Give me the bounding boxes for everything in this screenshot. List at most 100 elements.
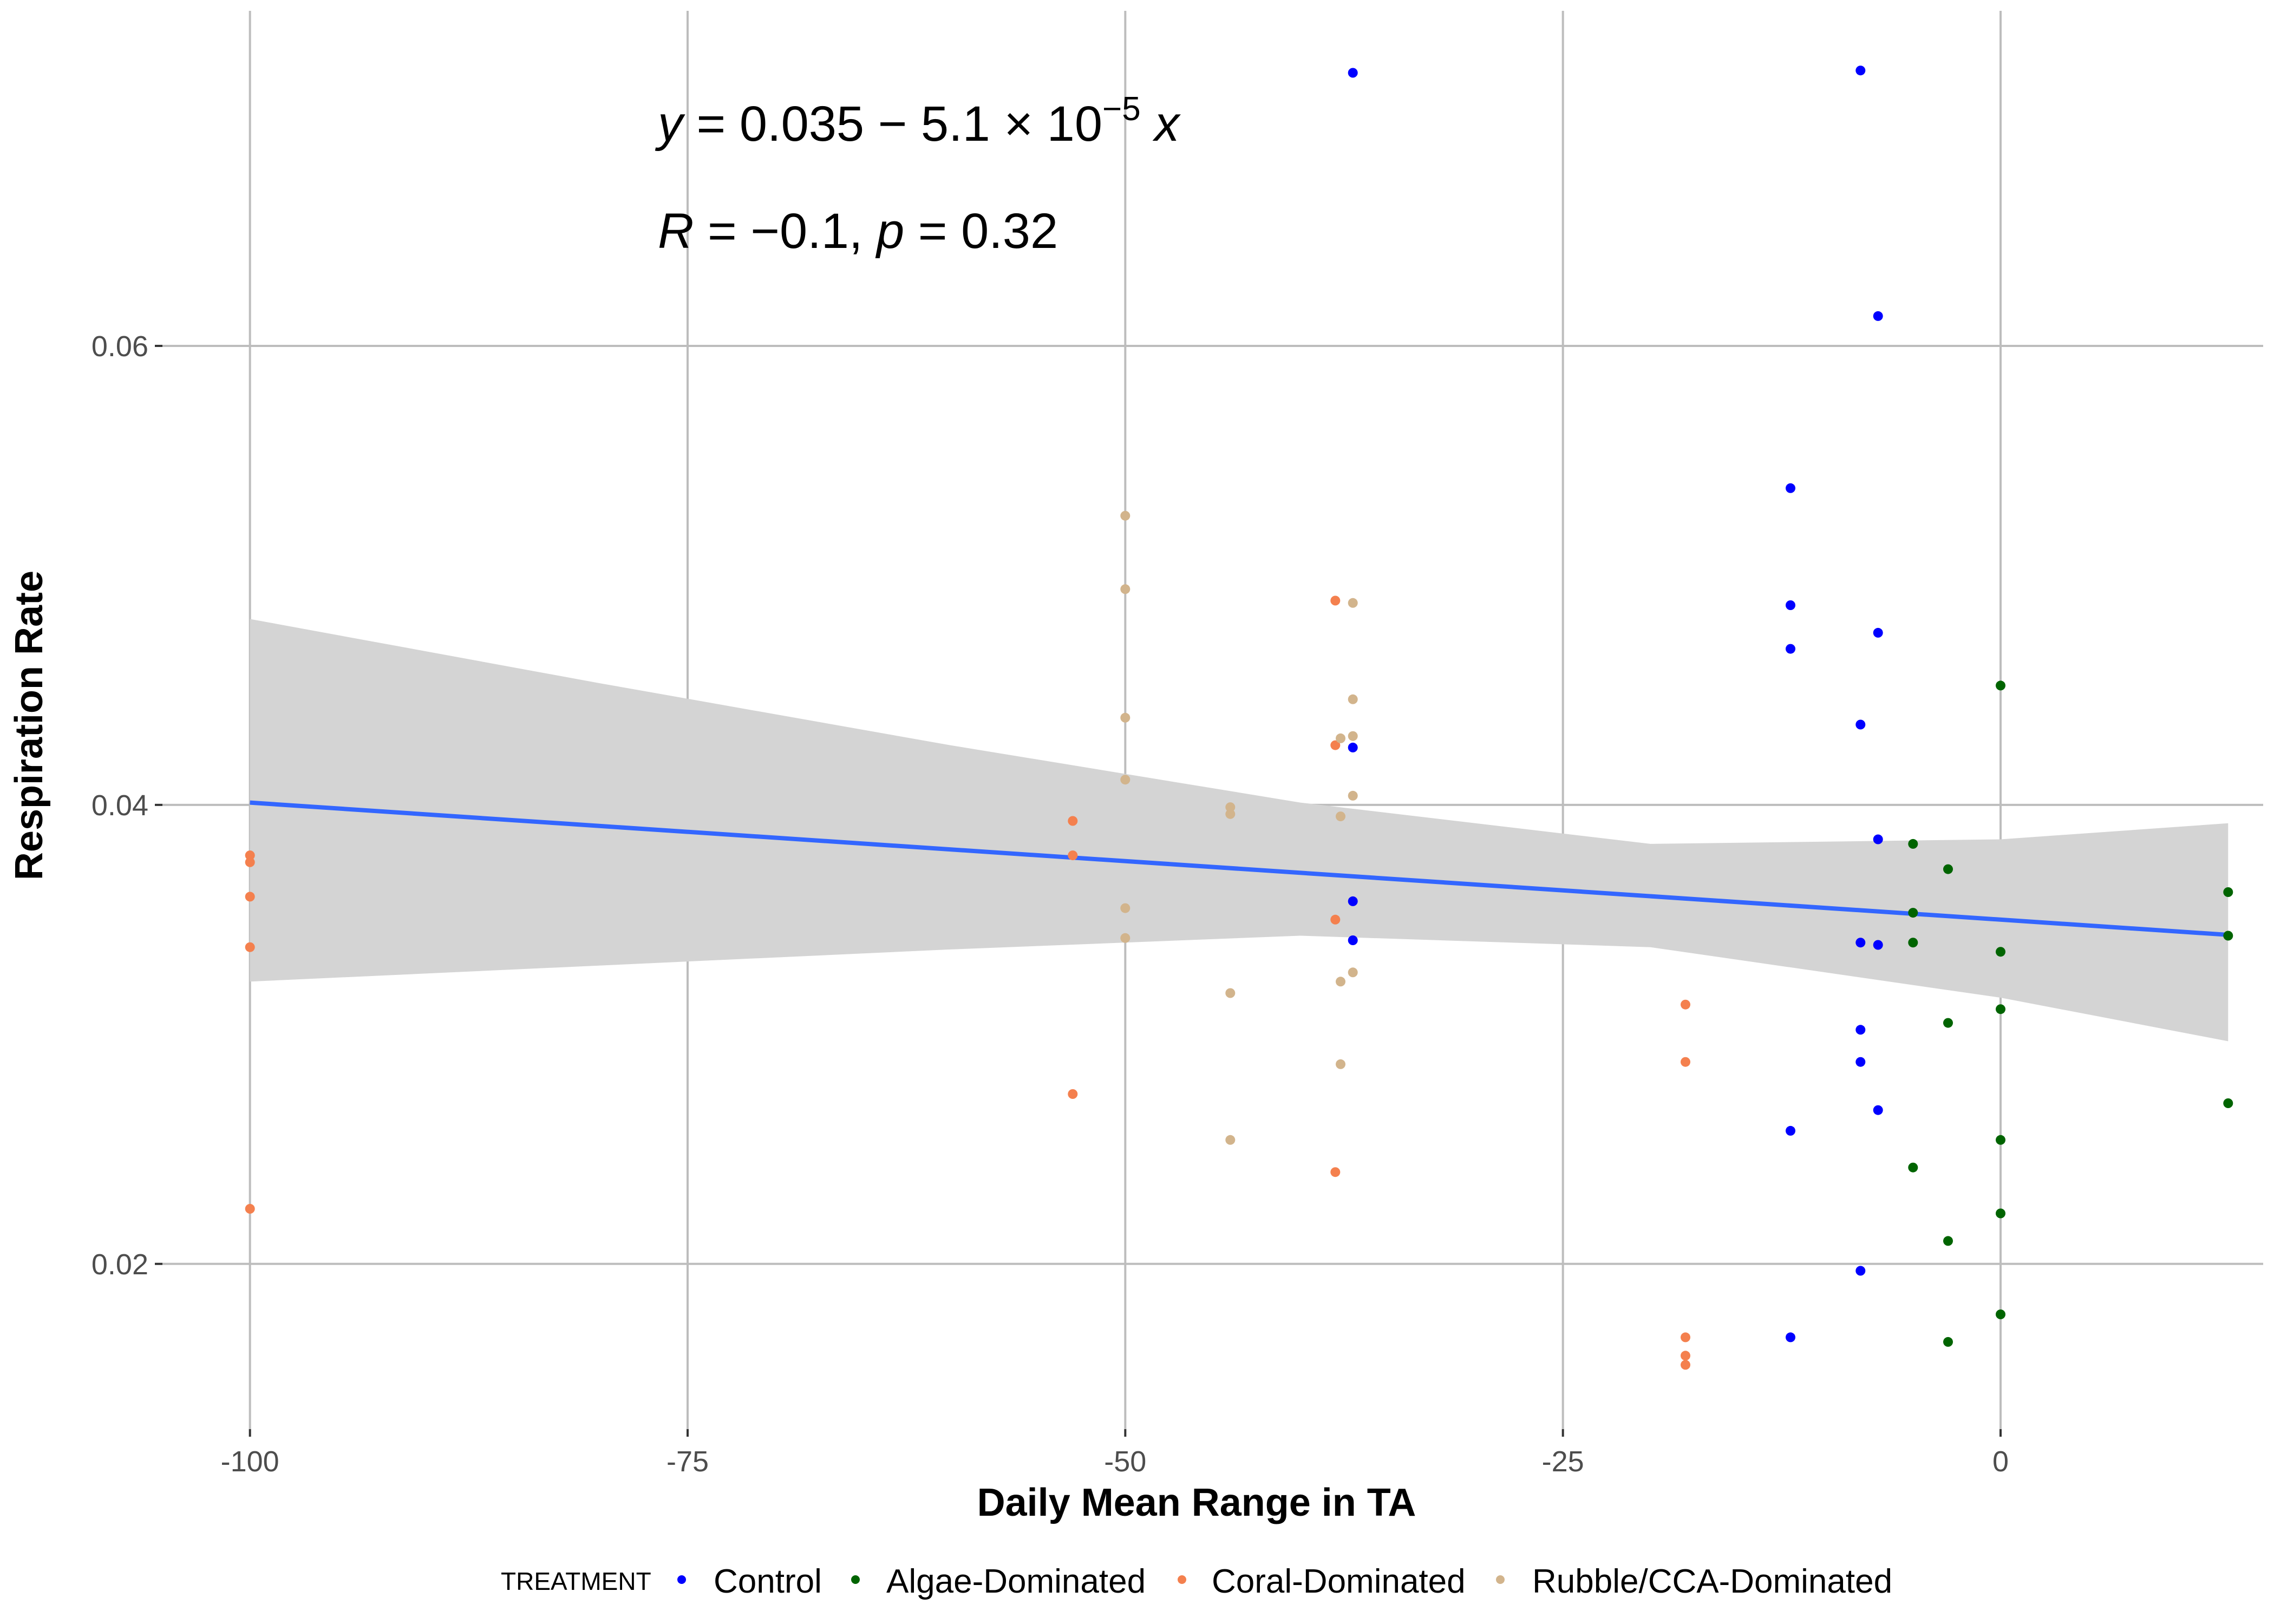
- point-coral-dominated: [1330, 1167, 1341, 1177]
- equation-exponent: −5: [1102, 90, 1141, 128]
- regression-line: [250, 800, 2229, 937]
- legend-label-coral: Coral-Dominated: [1212, 1563, 1466, 1600]
- point-control: [1855, 719, 1866, 730]
- point-algae-dominated: [1996, 1208, 2005, 1219]
- point-coral-dominated: [245, 857, 255, 867]
- point-rubble-cca-dominated: [1120, 510, 1131, 521]
- equation-annotation: y = 0.035 − 5.1 × 10−5 x: [655, 90, 1181, 152]
- point-control: [1873, 940, 1883, 950]
- point-rubble-cca-dominated: [1225, 802, 1236, 813]
- confidence-band: [250, 619, 2229, 1042]
- point-control: [1855, 938, 1866, 948]
- point-algae-dominated: [1943, 1018, 1953, 1028]
- point-coral-dominated: [1068, 816, 1078, 826]
- legend-dot-coral: [1178, 1575, 1186, 1584]
- point-control: [1873, 311, 1883, 321]
- point-rubble-cca-dominated: [1348, 790, 1358, 801]
- x-axis-title: Daily Mean Range in TA: [977, 1481, 1416, 1524]
- point-coral-dominated: [1681, 1351, 1690, 1361]
- x-tick-label: -50: [1104, 1445, 1146, 1478]
- point-coral-dominated: [1681, 1360, 1690, 1370]
- x-tick-label: -25: [1542, 1445, 1584, 1478]
- point-control: [1855, 1057, 1866, 1067]
- point-rubble-cca-dominated: [1120, 933, 1131, 943]
- x-tick-label: -100: [221, 1445, 279, 1478]
- point-rubble-cca-dominated: [1225, 988, 1236, 998]
- regression-line-group: [250, 800, 2229, 937]
- point-coral-dominated: [1068, 850, 1078, 861]
- point-rubble-cca-dominated: [1225, 809, 1236, 819]
- point-control: [1786, 1125, 1795, 1136]
- point-algae-dominated: [1996, 1309, 2005, 1319]
- x-tick-label: 0: [1992, 1445, 2009, 1478]
- legend-dot-algae: [851, 1575, 860, 1584]
- point-coral-dominated: [1681, 1057, 1690, 1067]
- point-control: [1873, 834, 1883, 844]
- y-axis-title: Respiration Rate: [8, 571, 51, 880]
- point-coral-dominated: [245, 892, 255, 902]
- point-algae-dominated: [1908, 938, 1918, 948]
- point-control: [1348, 742, 1358, 752]
- y-tick-label: 0.04: [92, 789, 148, 822]
- equation-body: = 0.035 − 5.1 × 10: [683, 96, 1102, 152]
- point-rubble-cca-dominated: [1120, 712, 1131, 723]
- x-tick-label: -75: [666, 1445, 709, 1478]
- legend-label-rubble: Rubble/CCA-Dominated: [1532, 1563, 1892, 1600]
- point-rubble-cca-dominated: [1348, 967, 1358, 978]
- y-tick-label: 0.02: [92, 1248, 148, 1281]
- point-rubble-cca-dominated: [1336, 1059, 1345, 1069]
- point-control: [1348, 896, 1358, 906]
- legend-label-control: Control: [714, 1563, 822, 1600]
- legend-title: TREATMENT: [501, 1567, 651, 1595]
- point-algae-dominated: [2223, 1098, 2233, 1108]
- y-tick-label: 0.06: [92, 330, 148, 363]
- legend: TREATMENT Control Algae-Dominated Coral-…: [501, 1563, 1892, 1600]
- stats-p-value: = 0.32: [904, 204, 1058, 259]
- point-algae-dominated: [1908, 908, 1918, 918]
- stats-r-symbol: R: [658, 204, 694, 259]
- point-algae-dominated: [1996, 680, 2005, 691]
- point-control: [1348, 935, 1358, 945]
- point-coral-dominated: [1330, 595, 1341, 606]
- point-coral-dominated: [1330, 740, 1341, 750]
- point-coral-dominated: [245, 850, 255, 861]
- point-rubble-cca-dominated: [1120, 584, 1131, 594]
- point-coral-dominated: [1681, 1332, 1690, 1343]
- point-algae-dominated: [1996, 947, 2005, 957]
- legend-dot-rubble: [1496, 1575, 1505, 1584]
- point-algae-dominated: [1943, 1236, 1953, 1246]
- point-control: [1855, 66, 1866, 76]
- point-algae-dominated: [2223, 887, 2233, 897]
- data-points: [245, 66, 2233, 1370]
- equation-x-symbol: x: [1141, 96, 1181, 152]
- equation-y-symbol: y: [655, 96, 685, 152]
- point-rubble-cca-dominated: [1225, 1135, 1236, 1145]
- point-control: [1786, 1332, 1795, 1343]
- point-control: [1786, 644, 1795, 654]
- point-control: [1786, 483, 1795, 493]
- point-coral-dominated: [1068, 1089, 1078, 1099]
- confidence-band-group: [250, 619, 2229, 1042]
- point-rubble-cca-dominated: [1348, 731, 1358, 741]
- point-rubble-cca-dominated: [1348, 598, 1358, 608]
- point-control: [1873, 1105, 1883, 1115]
- point-coral-dominated: [245, 942, 255, 952]
- point-control: [1855, 1266, 1866, 1276]
- stats-r-value: = −0.1,: [694, 204, 877, 259]
- point-algae-dominated: [1943, 1337, 1953, 1347]
- point-algae-dominated: [1943, 864, 1953, 874]
- point-coral-dominated: [1330, 914, 1341, 925]
- point-algae-dominated: [1996, 1004, 2005, 1014]
- point-control: [1786, 600, 1795, 610]
- point-control: [1348, 68, 1358, 78]
- stats-p-symbol: p: [875, 204, 904, 259]
- point-control: [1855, 1025, 1866, 1035]
- point-rubble-cca-dominated: [1120, 775, 1131, 785]
- point-algae-dominated: [1908, 839, 1918, 849]
- tick-labels: -100 -75 -50 -25 0 0.02 0.04 0.06: [92, 330, 2009, 1478]
- point-rubble-cca-dominated: [1336, 811, 1345, 822]
- point-algae-dominated: [2223, 931, 2233, 941]
- point-rubble-cca-dominated: [1336, 977, 1345, 987]
- point-algae-dominated: [1996, 1135, 2005, 1145]
